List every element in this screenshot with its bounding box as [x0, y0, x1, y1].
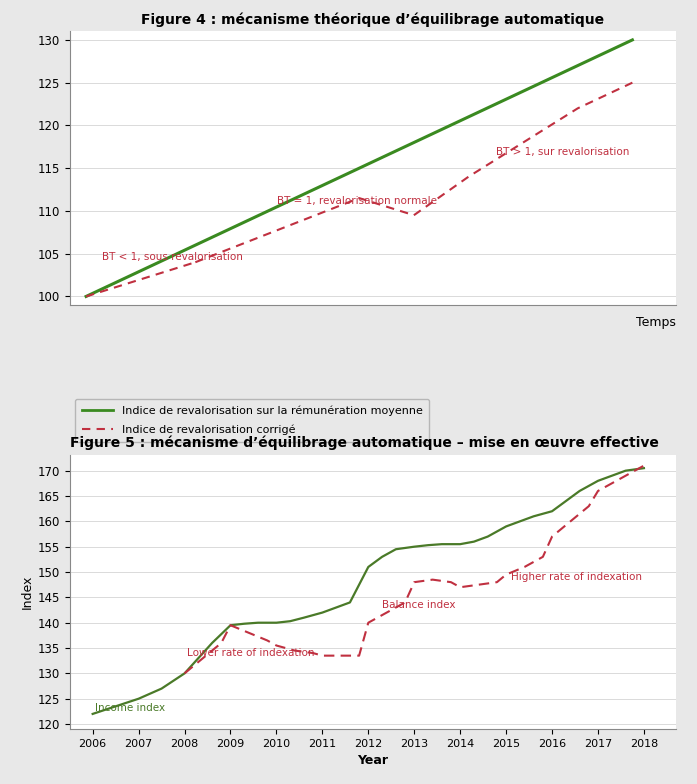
Text: Higher rate of indexation: Higher rate of indexation — [511, 572, 642, 582]
Title: Figure 4 : mécanisme théorique d’équilibrage automatique: Figure 4 : mécanisme théorique d’équilib… — [141, 13, 604, 27]
Y-axis label: Index: Index — [20, 575, 33, 609]
Text: Lower rate of indexation: Lower rate of indexation — [187, 648, 314, 658]
X-axis label: Year: Year — [358, 754, 388, 768]
Text: BT = 1, revalorisation normale: BT = 1, revalorisation normale — [277, 196, 437, 206]
Text: Figure 5 : mécanisme d’équilibrage automatique – mise en œuvre effective: Figure 5 : mécanisme d’équilibrage autom… — [70, 436, 659, 450]
Text: Temps: Temps — [636, 316, 676, 329]
Text: BT > 1, sur revalorisation: BT > 1, sur revalorisation — [496, 147, 629, 158]
Legend: Indice de revalorisation sur la rémunération moyenne, Indice de revalorisation c: Indice de revalorisation sur la rémunéra… — [75, 398, 429, 441]
Text: BT < 1, sous revalorisation: BT < 1, sous revalorisation — [102, 252, 243, 262]
Text: Income index: Income index — [95, 703, 165, 713]
Text: Balance index: Balance index — [382, 600, 456, 609]
